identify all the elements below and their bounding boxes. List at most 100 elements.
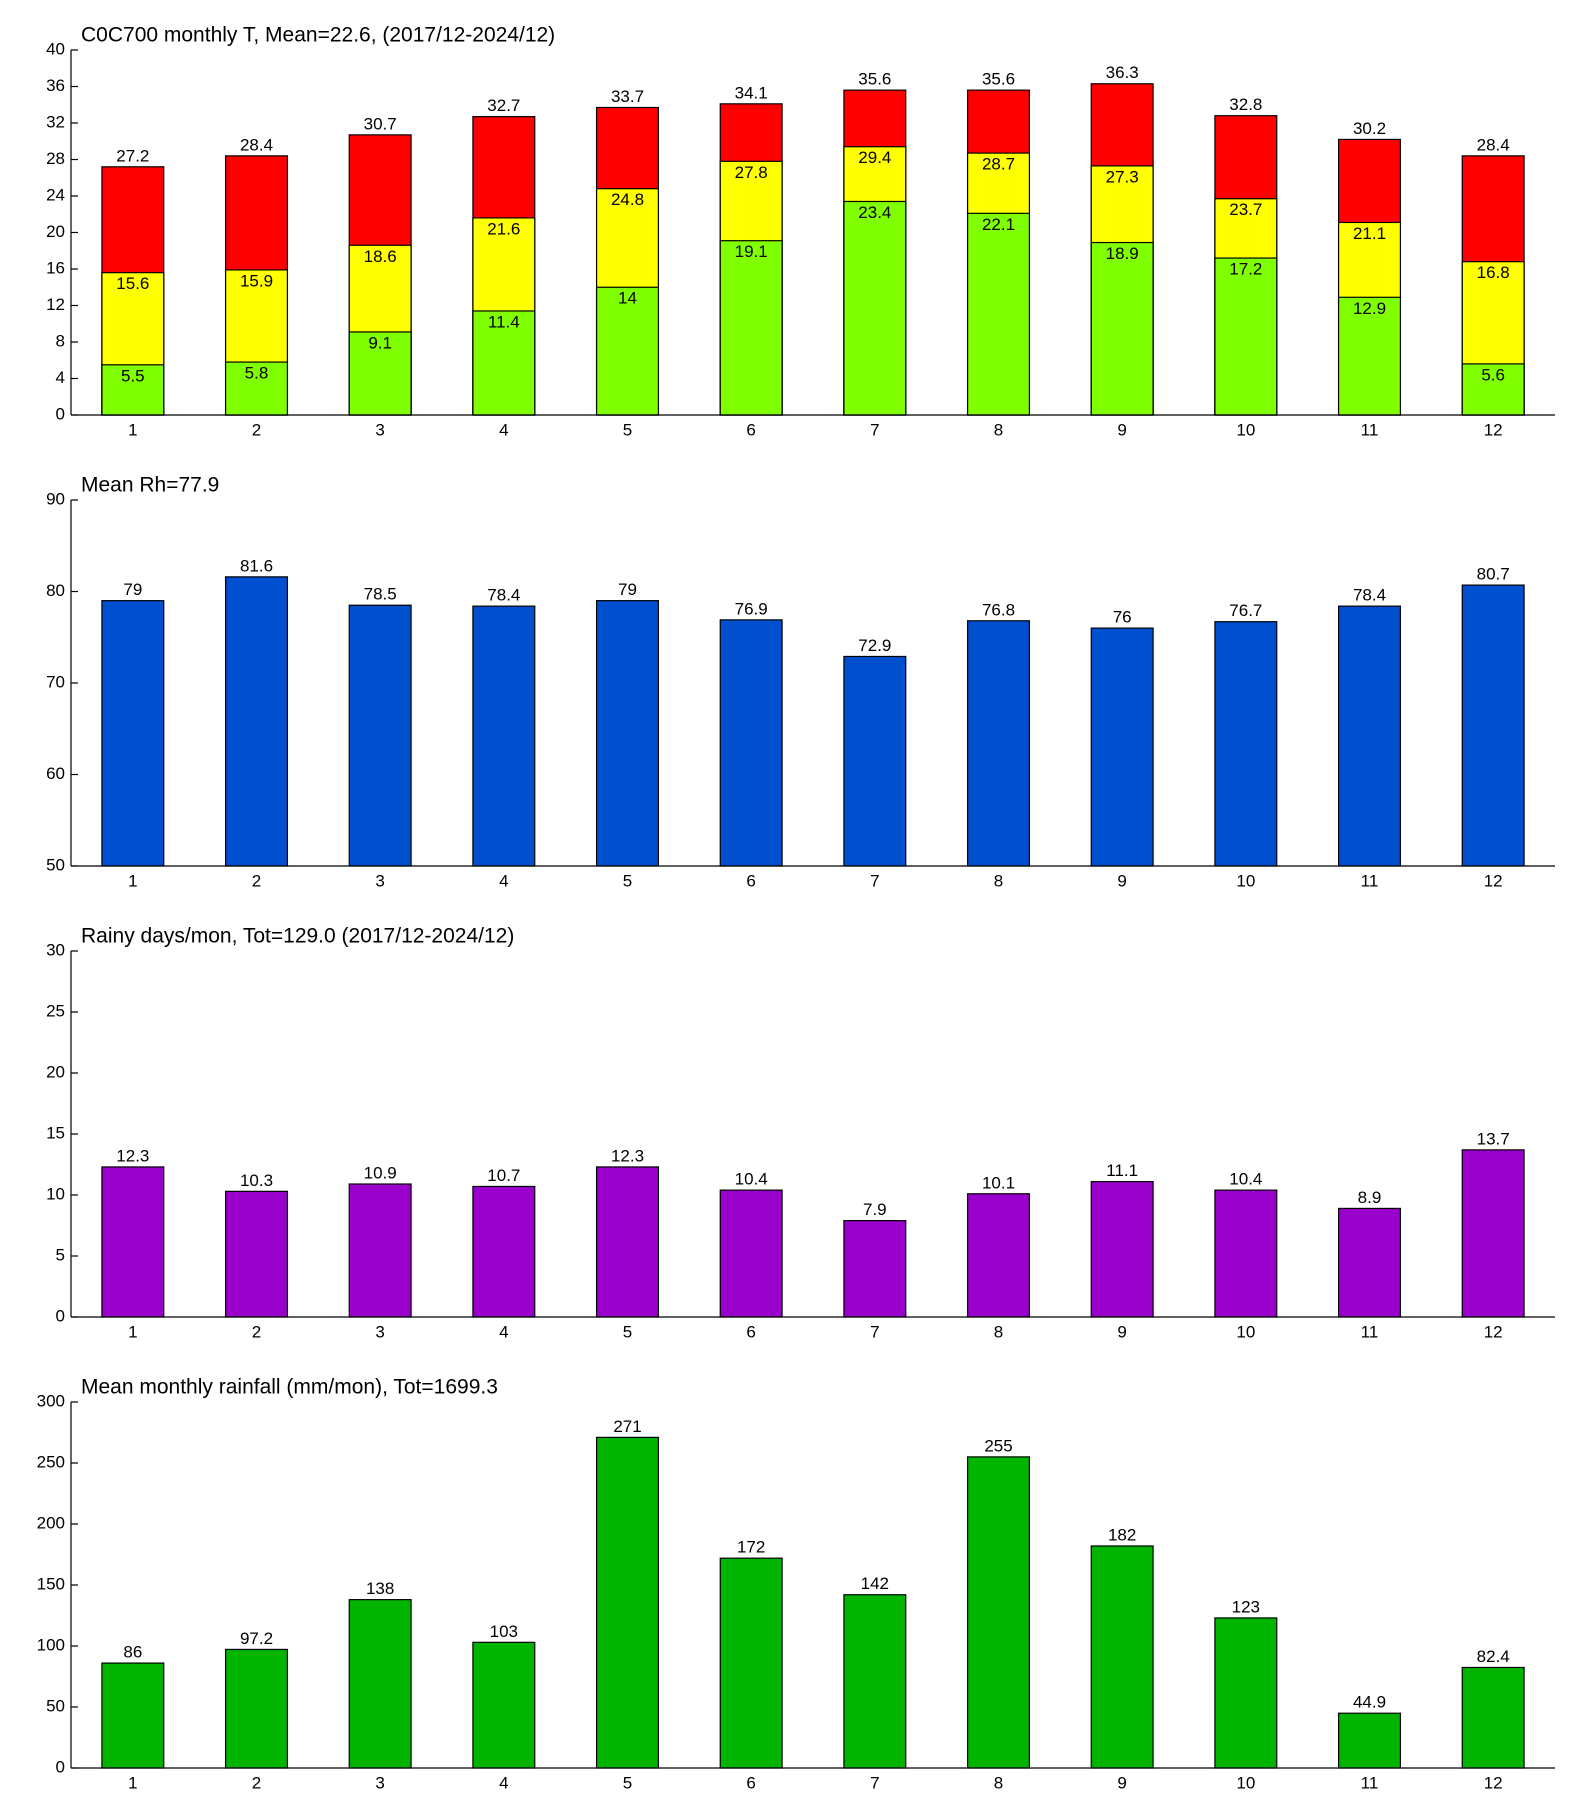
x-tick-label: 4 [499,420,508,439]
chart-title: Mean Rh=77.9 [81,474,219,497]
y-tick-label: 60 [46,764,65,783]
bar [1090,241,1154,416]
value-label: 28.7 [982,155,1015,174]
y-tick-label: 28 [46,149,65,168]
bar [1461,584,1525,867]
y-tick-label: 200 [37,1513,65,1532]
value-label: 76 [1113,608,1132,627]
y-tick-label: 100 [37,1635,65,1654]
y-tick-label: 32 [46,112,65,131]
x-tick-label: 2 [252,1322,261,1341]
value-label: 15.9 [240,271,273,290]
chart-title: Mean monthly rainfall (mm/mon), Tot=1699… [81,1376,498,1399]
y-tick-label: 30 [46,940,65,959]
bar [966,1193,1031,1318]
y-tick-label: 50 [46,1696,65,1715]
value-label: 9.1 [368,333,392,352]
bar [1214,1617,1278,1769]
value-label: 27.8 [735,163,768,182]
x-tick-label: 9 [1117,871,1126,890]
bar [348,1599,412,1769]
bar [472,605,536,867]
x-tick-label: 11 [1361,871,1379,890]
bar [595,1166,660,1318]
x-tick-label: 1 [128,1773,137,1792]
bar [1090,1180,1154,1318]
bar [101,600,165,867]
y-tick-label: 24 [46,185,65,204]
value-label: 82.4 [1477,1647,1510,1666]
bar [101,1662,165,1769]
value-label: 23.4 [858,203,891,222]
value-label: 182 [1108,1525,1136,1544]
x-tick-label: 3 [375,1773,384,1792]
y-tick-label: 80 [46,581,65,600]
value-label: 10.1 [982,1173,1015,1192]
value-label: 255 [984,1436,1012,1455]
x-tick-label: 9 [1117,420,1126,439]
x-tick-label: 11 [1361,1773,1379,1792]
value-label: 79 [618,580,637,599]
value-label: 78.4 [1353,586,1386,605]
value-label: 34.1 [735,83,768,102]
value-label: 44.9 [1353,1693,1386,1712]
bar [843,655,907,867]
value-label: 8.9 [1358,1188,1382,1207]
value-label: 10.7 [487,1166,520,1185]
x-tick-label: 10 [1236,1322,1255,1341]
bar [1214,1189,1278,1318]
y-tick-label: 25 [46,1001,65,1020]
x-tick-label: 6 [746,871,755,890]
value-label: 23.7 [1229,200,1262,219]
value-label: 27.2 [116,146,149,165]
value-label: 12.9 [1353,299,1386,318]
y-tick-label: 20 [46,1062,65,1081]
x-tick-label: 12 [1484,1322,1503,1341]
bar [595,286,660,416]
bar [1337,605,1402,867]
y-tick-label: 150 [37,1574,65,1593]
bar [843,1594,907,1769]
chart-title: C0C700 monthly T, Mean=22.6, (2017/12-20… [81,24,555,47]
bar [595,600,660,867]
value-label: 138 [366,1579,394,1598]
x-tick-label: 9 [1117,1773,1126,1792]
bar [595,1436,660,1769]
bar [472,310,536,416]
value-label: 79 [123,580,142,599]
value-label: 11.4 [488,312,520,331]
y-tick-label: 16 [46,258,65,277]
x-tick-label: 1 [128,871,137,890]
value-label: 123 [1232,1597,1260,1616]
value-label: 33.7 [611,87,644,106]
x-tick-label: 9 [1117,1322,1126,1341]
value-label: 18.9 [1106,244,1139,263]
y-tick-label: 12 [46,295,65,314]
y-tick-label: 36 [46,76,65,95]
value-label: 21.6 [487,219,520,238]
x-tick-label: 7 [870,1322,879,1341]
value-label: 10.4 [1229,1170,1262,1189]
value-label: 22.1 [982,215,1015,234]
x-tick-label: 3 [375,1322,384,1341]
value-label: 97.2 [240,1629,273,1648]
value-label: 76.9 [735,599,768,618]
value-label: 10.3 [240,1171,273,1190]
y-tick-label: 90 [46,489,65,508]
y-tick-label: 8 [56,331,65,350]
value-label: 10.4 [735,1170,768,1189]
value-label: 7.9 [863,1200,887,1219]
value-label: 13.7 [1477,1129,1510,1148]
bar [966,1456,1031,1769]
x-tick-label: 11 [1361,420,1379,439]
value-label: 27.3 [1106,167,1139,186]
x-tick-label: 7 [870,420,879,439]
bar [348,1183,412,1318]
x-tick-label: 2 [252,871,261,890]
chart-title: Rainy days/mon, Tot=129.0 (2017/12-2024/… [81,925,514,948]
x-tick-label: 7 [870,1773,879,1792]
bar [348,331,412,416]
x-tick-label: 8 [994,1322,1003,1341]
x-tick-label: 11 [1361,1322,1379,1341]
